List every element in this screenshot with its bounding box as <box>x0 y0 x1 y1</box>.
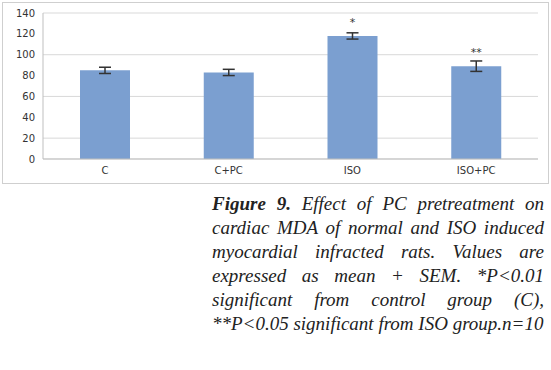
svg-text:80: 80 <box>22 70 35 81</box>
svg-text:ISO+PC: ISO+PC <box>457 165 496 176</box>
svg-text:60: 60 <box>22 91 35 102</box>
html-text:Figure 9.: Figure 9. <box>212 193 291 214</box>
svg-text:*: * <box>350 16 356 29</box>
svg-text:120: 120 <box>16 28 35 39</box>
svg-text:ISO: ISO <box>344 165 361 176</box>
svg-text:C: C <box>101 165 108 176</box>
svg-text:100: 100 <box>16 49 35 60</box>
svg-text:**: ** <box>471 46 483 59</box>
svg-text:0: 0 <box>29 154 35 165</box>
html-text:Effect of PC pretreatment on c: Effect of PC pretreatment on cardiac MDA… <box>212 193 544 334</box>
svg-text:140: 140 <box>16 8 35 19</box>
svg-text:C+PC: C+PC <box>214 165 242 176</box>
svg-text:20: 20 <box>22 133 35 144</box>
svg-text:40: 40 <box>22 112 35 123</box>
